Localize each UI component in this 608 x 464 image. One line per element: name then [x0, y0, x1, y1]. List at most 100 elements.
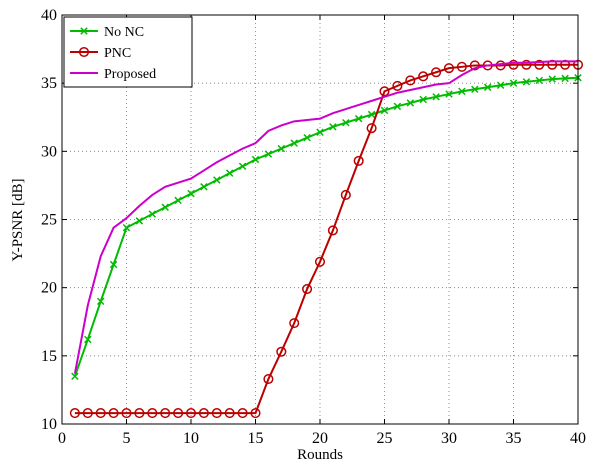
y-tick-label: 25 — [41, 212, 57, 229]
data-point-marker — [432, 93, 440, 101]
data-point-marker — [187, 189, 195, 198]
data-point-marker — [329, 123, 337, 131]
data-point-marker — [419, 95, 427, 104]
data-point-marker — [509, 79, 518, 87]
series-line — [73, 60, 578, 374]
data-point-marker — [80, 27, 88, 35]
y-tick-label: 40 — [41, 7, 57, 24]
x-tick-label: 0 — [58, 430, 66, 447]
data-point-marker — [185, 408, 197, 419]
legend: No NC PNC Proposed — [63, 16, 193, 88]
legend-entry: No NC — [70, 25, 144, 40]
x-tick-label: 15 — [248, 430, 264, 447]
series-no-nc — [71, 73, 582, 381]
data-point-marker — [224, 408, 235, 419]
data-point-marker — [327, 225, 338, 236]
data-point-marker — [263, 373, 274, 385]
data-point-marker — [469, 60, 480, 71]
data-point-marker — [148, 210, 157, 218]
data-point-marker — [445, 90, 453, 98]
x-tick-label: 5 — [123, 430, 131, 447]
data-point-marker — [406, 99, 415, 107]
axis-ticks: 0 5 10 15 20 25 30 35 40 10 15 20 25 30 35 40 — [41, 7, 586, 447]
legend-label: PNC — [104, 46, 131, 61]
data-point-marker — [314, 256, 326, 267]
x-axis-label: Rounds — [297, 447, 343, 463]
data-point-marker — [238, 162, 247, 171]
x-tick-label: 20 — [312, 430, 328, 447]
data-point-marker — [121, 408, 132, 419]
data-point-marker — [483, 83, 492, 91]
data-point-marker — [289, 318, 300, 329]
series-line — [73, 76, 579, 377]
data-point-marker — [122, 223, 131, 232]
x-tick-label: 25 — [377, 430, 393, 447]
data-point-marker — [534, 59, 545, 70]
data-point-marker — [290, 139, 298, 147]
data-point-marker — [353, 155, 364, 166]
data-point-marker — [418, 71, 429, 82]
data-point-marker — [213, 176, 221, 184]
series-proposed — [73, 60, 578, 374]
data-point-marker — [316, 128, 324, 136]
x-tick-label: 10 — [183, 430, 199, 447]
y-tick-label: 35 — [41, 75, 57, 92]
data-point-marker — [276, 346, 287, 357]
data-point-marker — [95, 408, 106, 419]
x-tick-label: 30 — [441, 430, 457, 447]
data-point-marker — [84, 335, 92, 344]
data-point-marker — [471, 85, 479, 94]
y-tick-label: 10 — [41, 416, 57, 433]
data-point-marker — [367, 110, 376, 119]
data-point-marker — [71, 372, 79, 381]
data-point-marker — [380, 106, 389, 115]
data-point-marker — [134, 408, 145, 419]
y-tick-label: 30 — [41, 143, 57, 160]
data-point-marker — [237, 408, 248, 419]
data-point-marker — [82, 408, 93, 419]
y-axis-label: Y-PSNR [dB] — [10, 179, 26, 262]
data-point-marker — [78, 46, 90, 58]
data-point-marker — [392, 80, 403, 91]
data-point-marker — [535, 76, 544, 85]
y-tick-label: 15 — [41, 348, 57, 365]
data-point-marker — [69, 408, 80, 419]
legend-entry: Proposed — [70, 67, 156, 82]
data-point-marker — [173, 408, 184, 419]
data-point-marker — [96, 297, 105, 306]
data-point-marker — [366, 123, 377, 134]
x-tick-label: 35 — [506, 430, 522, 447]
y-tick-label: 20 — [41, 280, 57, 297]
data-point-marker — [496, 81, 505, 89]
data-point-marker — [277, 144, 286, 153]
data-point-marker — [250, 408, 261, 419]
data-point-marker — [548, 75, 556, 83]
data-point-marker — [302, 283, 313, 295]
legend-label: Proposed — [104, 67, 156, 82]
data-point-marker — [160, 408, 171, 419]
data-point-marker — [211, 408, 222, 419]
data-point-marker — [198, 408, 209, 419]
data-point-marker — [522, 78, 531, 86]
data-point-marker — [200, 183, 208, 191]
data-point-marker — [135, 217, 144, 225]
data-point-marker — [225, 169, 234, 177]
legend-entry: PNC — [70, 46, 131, 61]
data-point-marker — [303, 133, 311, 142]
data-point-marker — [443, 63, 455, 74]
x-tick-label: 40 — [570, 430, 586, 447]
data-point-marker — [458, 87, 466, 96]
data-point-marker — [405, 75, 416, 86]
data-point-marker — [508, 59, 519, 70]
legend-label: No NC — [104, 25, 144, 40]
data-point-marker — [340, 189, 351, 201]
data-point-marker — [521, 59, 532, 70]
data-point-marker — [561, 74, 569, 83]
data-point-marker — [251, 155, 260, 164]
data-point-marker — [431, 67, 442, 78]
data-point-marker — [161, 203, 169, 211]
data-point-marker — [354, 114, 363, 123]
data-point-marker — [174, 196, 182, 205]
data-point-marker — [379, 86, 390, 97]
